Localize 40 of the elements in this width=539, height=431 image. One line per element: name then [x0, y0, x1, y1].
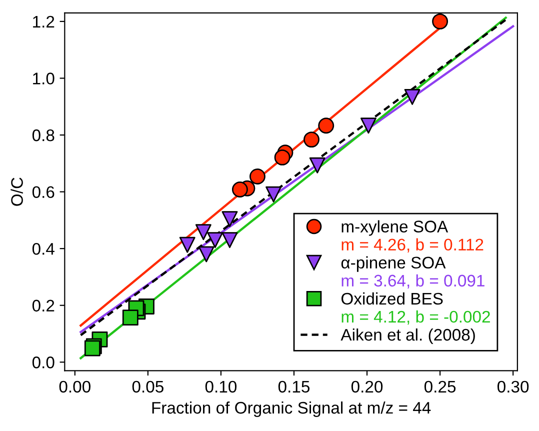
- y-tick-label: 0.0: [32, 356, 54, 368]
- point: [195, 224, 212, 240]
- legend-label: m-xylene SOA: [342, 220, 448, 236]
- point: [304, 132, 320, 148]
- x-tick-label: 0.30: [497, 380, 529, 393]
- legend-label: α-pinene SOA: [341, 256, 446, 272]
- point: [266, 186, 282, 202]
- legend-label: Oxidized BES: [341, 292, 443, 305]
- point: [222, 232, 238, 248]
- point: [404, 88, 420, 105]
- x-tick-label: 0.00: [59, 380, 90, 393]
- y-tick-label: 0.4: [32, 242, 54, 255]
- point: [198, 246, 214, 262]
- legend-label: Aiken et al. (2008): [340, 328, 475, 344]
- y-axis-title: O/C: [10, 178, 23, 206]
- point: [179, 236, 196, 253]
- point: [274, 149, 290, 166]
- x-tick-label: 0.15: [278, 380, 310, 393]
- point: [222, 211, 238, 228]
- x-axis-title: Fraction of Organic Signal at m/z = 44: [152, 401, 431, 418]
- y-tick-label: 1.0: [33, 72, 54, 84]
- x-tick-label: 0.20: [351, 380, 383, 393]
- x-tick-label: 0.05: [132, 380, 164, 393]
- point: [122, 310, 138, 326]
- x-tick-label: 0.25: [424, 380, 456, 393]
- point: [318, 118, 334, 134]
- annotation: m = 4.26, b = 0.112: [342, 238, 484, 252]
- y-tick-label: 1.2: [33, 16, 54, 28]
- x-tick-label: 0.10: [205, 380, 237, 393]
- y-tick-label: 0.8: [32, 129, 54, 142]
- point: [207, 232, 224, 248]
- point: [360, 118, 376, 134]
- point: [309, 157, 326, 174]
- y-tick-label: 0.2: [32, 300, 54, 312]
- y-tick-label: 0.6: [32, 186, 54, 198]
- point: [232, 182, 248, 198]
- point: [432, 13, 448, 30]
- annotation: m = 4.12, b = -0.002: [342, 310, 490, 325]
- annotation: m = 3.64, b = 0.091: [342, 274, 484, 289]
- point: [249, 168, 266, 184]
